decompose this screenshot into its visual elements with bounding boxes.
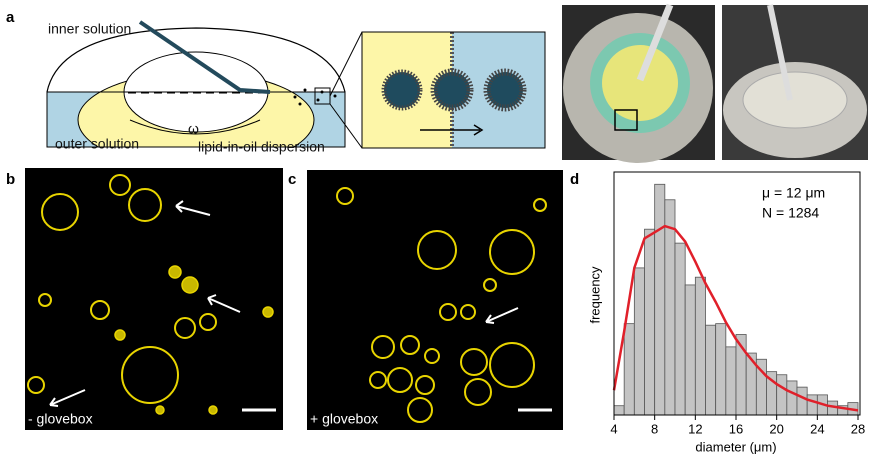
caption: + glovebox xyxy=(310,411,378,427)
panel-label: a xyxy=(6,9,15,26)
bar xyxy=(797,387,807,415)
panel-label: b xyxy=(6,171,15,188)
bar xyxy=(614,406,624,415)
bar xyxy=(716,324,726,415)
bar xyxy=(624,324,634,415)
bar xyxy=(807,395,817,415)
panel-label: d xyxy=(570,171,579,188)
micrograph: + glovebox xyxy=(307,170,563,430)
bar xyxy=(695,277,705,415)
x-tick-label: 24 xyxy=(810,421,824,436)
label: outer solution xyxy=(55,136,139,152)
bar xyxy=(685,285,695,415)
x-tick-label: 20 xyxy=(769,421,783,436)
label: ω xyxy=(188,121,199,137)
histogram: 4 8 12 16 20 24 28 diameter (μm) frequency μ = 12… xyxy=(587,172,865,454)
x-axis-title: diameter (μm) xyxy=(695,439,776,454)
x-tick-label: 16 xyxy=(729,421,743,436)
x-tick-label: 28 xyxy=(851,421,865,436)
x-tick-label: 12 xyxy=(688,421,702,436)
bar xyxy=(675,243,685,415)
y-axis-title: frequency xyxy=(587,266,602,324)
label: lipid-in-oil dispersion xyxy=(198,139,325,155)
bar xyxy=(634,268,644,415)
photo xyxy=(562,5,868,163)
bar xyxy=(665,200,675,415)
bar xyxy=(787,381,797,415)
panel-label: c xyxy=(288,171,296,188)
bar xyxy=(726,347,736,415)
micrograph: - glovebox xyxy=(25,168,283,430)
x-tick-label: 8 xyxy=(651,421,658,436)
bar xyxy=(645,229,655,415)
schematic: inner solution outer solution ω lipid-in… xyxy=(47,21,545,172)
bar xyxy=(655,184,665,415)
x-tick-label: 4 xyxy=(610,421,617,436)
annotation: N = 1284 xyxy=(762,205,819,221)
bar xyxy=(777,375,787,415)
figure: a b c d inner solution outer solution ω … xyxy=(0,0,872,457)
caption: - glovebox xyxy=(28,411,93,427)
label: inner solution xyxy=(48,21,131,37)
bar xyxy=(706,325,716,415)
annotation: μ = 12 μm xyxy=(762,185,825,201)
